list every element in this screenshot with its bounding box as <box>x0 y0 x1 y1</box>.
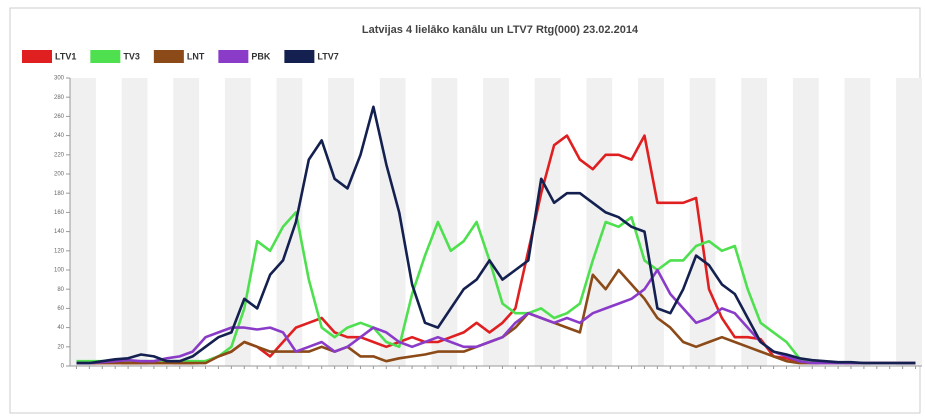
legend-swatch <box>90 50 121 63</box>
stripe <box>741 78 768 366</box>
y-tick-label: 300 <box>54 76 65 82</box>
legend-label: PBK <box>251 51 271 61</box>
series-line <box>76 105 916 365</box>
stripe <box>70 78 96 366</box>
stripe <box>844 78 871 366</box>
legend-swatch <box>153 50 184 63</box>
background-stripes <box>70 78 922 366</box>
stripe <box>483 78 509 366</box>
y-tick-label: 200 <box>54 172 65 178</box>
stripe <box>896 78 922 366</box>
legend-swatch <box>22 50 52 63</box>
y-tick-label: 0 <box>61 364 65 370</box>
stripe <box>792 78 819 366</box>
y-tick-label: 160 <box>54 210 65 216</box>
legend-label: LNT <box>187 51 205 61</box>
stripe <box>173 78 200 366</box>
stripe <box>689 78 716 366</box>
y-tick-label: 280 <box>54 95 65 101</box>
y-tick-label: 120 <box>54 248 65 254</box>
chart-title: Latvijas 4 lielāko kanālu un LTV7 Rtg(00… <box>362 24 639 36</box>
legend-swatch <box>284 50 315 63</box>
y-tick-label: 240 <box>54 133 65 139</box>
stripe <box>121 78 148 366</box>
y-tick-label: 40 <box>57 325 64 331</box>
legend-swatch <box>218 50 249 63</box>
legend-label: LTV7 <box>317 51 338 61</box>
y-tick-label: 260 <box>54 114 65 120</box>
y-tick-label: 180 <box>54 191 65 197</box>
stripe <box>638 78 664 366</box>
y-tick-label: 80 <box>57 287 64 293</box>
y-tick-label: 100 <box>54 268 65 274</box>
y-tick-label: 140 <box>54 229 65 235</box>
y-tick-label: 20 <box>57 344 64 350</box>
stripe <box>431 78 458 366</box>
y-tick-label: 220 <box>54 152 65 158</box>
y-tick-label: 60 <box>57 306 64 312</box>
stripe <box>224 78 251 366</box>
stripe <box>328 78 354 366</box>
legend-label: LTV1 <box>55 51 76 61</box>
legend-label: TV3 <box>123 51 140 61</box>
